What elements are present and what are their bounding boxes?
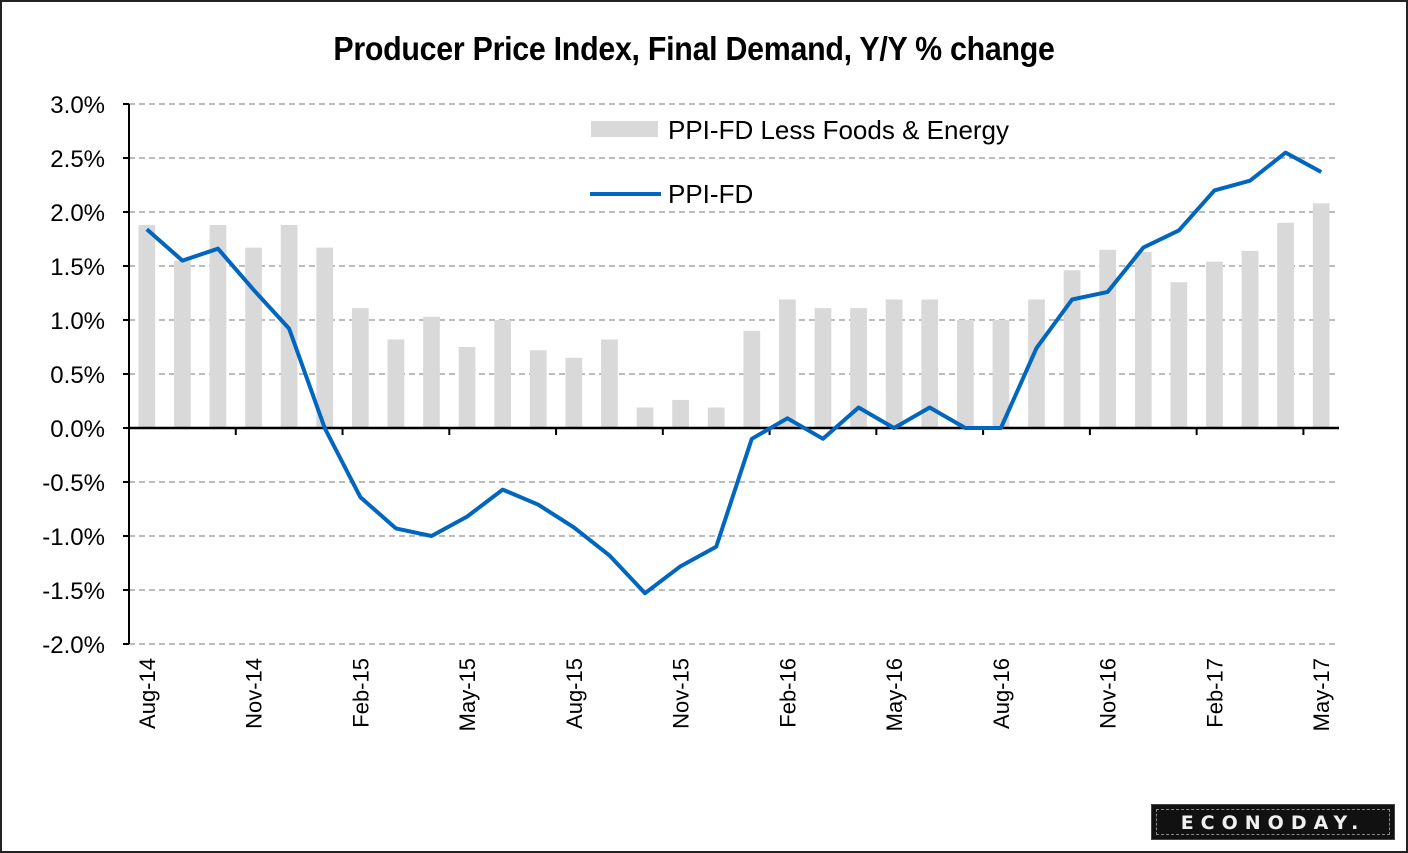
x-axis-labels: Aug-14 Nov-14 Feb-15 May-15 Aug-15 Nov-15 Feb-…: [135, 658, 1334, 731]
bar: [1134, 251, 1152, 428]
x-tick-label: Aug-15: [562, 658, 587, 729]
bar: [245, 247, 262, 428]
x-tick-label: May-17: [1309, 658, 1334, 731]
bar: [636, 407, 654, 428]
y-axis-labels: 3.0% 2.5% 2.0% 1.5% 1.0% 0.5% 0.0% -0.5% -1.0% -1…: [42, 92, 105, 659]
x-tick-label: May-15: [455, 658, 480, 731]
bar: [885, 299, 903, 428]
line-series: [145, 150, 1323, 596]
bar: [921, 299, 939, 428]
y-tick-label: 0.0%: [50, 416, 105, 443]
bar: [1099, 249, 1117, 428]
bar: [956, 320, 974, 428]
bar: [1028, 299, 1045, 428]
bar: [1063, 270, 1081, 428]
x-tick-label: Nov-15: [669, 658, 694, 729]
x-tick-label: Feb-15: [348, 658, 373, 728]
bar: [672, 399, 689, 428]
legend-label-bar: PPI-FD Less Foods & Energy: [668, 115, 1009, 145]
x-tick-label: Nov-14: [242, 658, 267, 729]
bar: [1206, 261, 1223, 428]
bar: [814, 308, 832, 428]
bar: [138, 224, 156, 428]
bar: [1312, 203, 1330, 428]
bar: [601, 339, 618, 428]
chart-title: Producer Price Index, Final Demand, Y/Y …: [333, 30, 1055, 67]
y-tick-label: 2.0%: [50, 200, 105, 227]
bar: [387, 339, 405, 428]
legend-label-line: PPI-FD: [668, 179, 753, 209]
y-tick-label: 1.0%: [50, 308, 105, 335]
legend: PPI-FD Less Foods & Energy PPI-FD: [590, 115, 1009, 209]
bar: [494, 320, 512, 428]
bar: [458, 347, 476, 428]
legend-swatch-bar: [591, 121, 658, 137]
y-tick-label: 1.5%: [50, 254, 105, 281]
bar: [1241, 250, 1259, 428]
bar: [174, 260, 191, 428]
bar: [316, 247, 334, 428]
y-tick-label: -2.0%: [42, 632, 105, 659]
bar: [529, 350, 547, 428]
bar: [1170, 282, 1188, 428]
y-tick-label: -1.0%: [42, 524, 105, 551]
y-tick-label: 2.5%: [50, 146, 105, 173]
x-tick-label: Aug-16: [989, 658, 1014, 729]
x-tick-label: Nov-16: [1096, 658, 1121, 729]
bar-series: [138, 203, 1330, 428]
x-tick-label: May-16: [882, 658, 907, 731]
bar: [992, 320, 1010, 428]
y-tick-label: -1.5%: [42, 578, 105, 605]
bar: [779, 299, 796, 428]
y-tick-label: -0.5%: [42, 470, 105, 497]
logo-text: ECONODAY.: [1156, 809, 1390, 835]
bar: [1277, 222, 1294, 428]
bar: [707, 407, 725, 428]
bar: [743, 330, 761, 428]
econoday-logo: ECONODAY.: [1151, 804, 1395, 840]
bar: [209, 224, 227, 428]
bar: [351, 308, 369, 428]
y-tick-label: 3.0%: [50, 92, 105, 119]
bar: [850, 308, 867, 428]
bar: [423, 316, 440, 428]
y-tick-label: 0.5%: [50, 362, 105, 389]
x-tick-label: Aug-14: [135, 658, 160, 729]
axes: [123, 103, 1339, 645]
bar: [565, 357, 583, 428]
ppi-fd-line: [145, 150, 1323, 596]
x-tick-label: Feb-17: [1202, 658, 1227, 728]
x-tick-label: Feb-16: [775, 658, 800, 728]
